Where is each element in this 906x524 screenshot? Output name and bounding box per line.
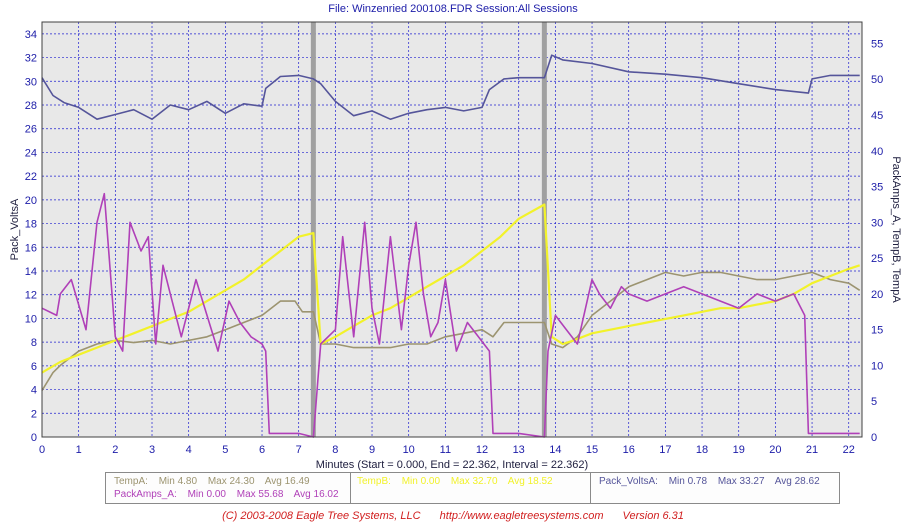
x-tick-label: 22: [843, 444, 855, 456]
y-left-tick-label: 14: [25, 266, 37, 278]
x-tick-label: 16: [623, 444, 635, 456]
footer-copyright: (C) 2003-2008 Eagle Tree Systems, LLC: [222, 510, 421, 522]
x-tick-label: 7: [296, 444, 302, 456]
legend-pack-amps-max: Max 55.68: [236, 489, 284, 500]
x-tick-label: 10: [403, 444, 415, 456]
x-tick-label: 0: [39, 444, 45, 456]
plot-frame: [41, 21, 863, 438]
y-left-tick-label: 34: [25, 29, 37, 41]
legend-temp-b-max: Max 32.70: [450, 476, 498, 487]
x-axis-label: Minutes (Start = 0.000, End = 22.362, In…: [316, 459, 588, 471]
y-left-tick-label: 10: [25, 313, 37, 325]
series-lines: [41, 54, 861, 438]
y-axis-label-left: Pack_VoltsA: [9, 198, 21, 260]
x-tick-label: 1: [76, 444, 82, 456]
x-tick-label: 6: [259, 444, 265, 456]
y-right-tick-label: 5: [871, 396, 877, 408]
x-tick-labels: 0 1 2 3 4 5 6 7 8 9 10 11 12 13 14 15 16 17 18 19 20 21 22: [39, 444, 855, 456]
legend-pack-amps-name: PackAmps_A:: [114, 489, 177, 500]
x-tick-label: 18: [696, 444, 708, 456]
x-tick-label: 11: [440, 444, 451, 456]
footer-url[interactable]: http://www.eagletreesystems.com: [439, 510, 604, 522]
footer-version: Version 6.31: [622, 510, 684, 522]
y-left-tick-label: 6: [31, 361, 37, 373]
y-right-tick-label: 40: [871, 146, 883, 158]
y-left-tick-label: 32: [25, 53, 37, 65]
y-left-tick-label: 30: [25, 76, 37, 88]
y-left-tick-label: 0: [31, 432, 37, 444]
series-line-packamps-a: [41, 192, 860, 438]
y-left-tick-label: 22: [25, 171, 37, 183]
y-right-tick-label: 25: [871, 253, 883, 265]
x-tick-label: 5: [222, 444, 228, 456]
y-right-tick-label: 10: [871, 360, 883, 372]
y-right-tick-label: 0: [871, 432, 877, 444]
x-tick-label: 3: [149, 444, 155, 456]
legend-temp-amps: TempA: Min 4.80 Max 24.30 Avg 16.49 Pack…: [105, 472, 352, 504]
x-tick-label: 8: [332, 444, 338, 456]
y-right-tick-label: 35: [871, 182, 883, 194]
series-line-pack-voltsa: [41, 54, 860, 120]
series-line-tempb: [41, 203, 861, 374]
x-tick-label: 14: [549, 444, 561, 456]
y-right-tick-label: 50: [871, 74, 883, 86]
x-tick-label: 21: [806, 444, 818, 456]
legend-pack-amps-avg: Avg 16.02: [293, 489, 339, 500]
legend-pack-amps: PackAmps_A: Min 0.00 Max 55.68 Avg 16.02: [114, 489, 347, 500]
y-left-tick-label: 2: [31, 408, 37, 420]
legend-pack-volts-name: Pack_VoltsA:: [599, 476, 658, 487]
y-right-tick-label: 55: [871, 38, 883, 50]
y-right-tick-label: 20: [871, 289, 883, 301]
x-tick-label: 9: [369, 444, 375, 456]
legend-pack-volts-min: Min 0.78: [668, 476, 708, 487]
session-separators: [310, 22, 547, 437]
x-tick-label: 12: [476, 444, 488, 456]
y-left-tick-label: 12: [25, 290, 37, 302]
legend-volts-box: Pack_VoltsA: Min 0.78 Max 33.27 Avg 28.6…: [590, 472, 840, 504]
legend-pack-volts-avg: Avg 28.62: [774, 476, 820, 487]
y-left-tick-label: 26: [25, 124, 37, 136]
y-left-tick-label: 4: [31, 385, 37, 397]
y-left-tick-label: 24: [25, 147, 37, 159]
chart-title: File: Winzenried 200108.FDR Session:All …: [328, 3, 578, 15]
footer: (C) 2003-2008 Eagle Tree Systems, LLC ht…: [0, 510, 906, 522]
x-tick-label: 4: [186, 444, 192, 456]
legend-temp-b: TempB: Min 0.00 Max 32.70 Avg 18.52: [357, 476, 561, 487]
y-right-tick-label: 15: [871, 325, 883, 337]
legend-temp-a-min: Min 4.80: [158, 476, 198, 487]
plot-background: [42, 22, 862, 437]
y-axis-label-right: PackAmps_A, TempB, TempA: [890, 156, 902, 303]
x-tick-label: 17: [659, 444, 671, 456]
legend-temp-a-avg: Avg 16.49: [264, 476, 310, 487]
legend-temp-a: TempA: Min 4.80 Max 24.30 Avg 16.49: [114, 476, 318, 487]
legend-temp-a-max: Max 24.30: [207, 476, 255, 487]
y-left-tick-label: 16: [25, 242, 37, 254]
y-left-tick-label: 20: [25, 195, 37, 207]
y-left-tick-label: 18: [25, 219, 37, 231]
y-right-tick-label: 45: [871, 110, 883, 122]
legend-temp-b-name: TempB:: [357, 476, 391, 487]
legend-temp-b-avg: Avg 18.52: [507, 476, 553, 487]
x-tick-label: 19: [733, 444, 745, 456]
legend-pack-amps-min: Min 0.00: [187, 489, 226, 500]
y-right-tick-label: 30: [871, 217, 883, 229]
x-tick-label: 20: [769, 444, 781, 456]
y-left-tick-label: 28: [25, 100, 37, 112]
series-line-tempa: [41, 271, 861, 391]
x-tick-label: 2: [112, 444, 118, 456]
y-left-tick-label: 8: [31, 337, 37, 349]
legend-pack-volts: Pack_VoltsA: Min 0.78 Max 33.27 Avg 28.6…: [599, 476, 828, 487]
legend-pack-volts-max: Max 33.27: [717, 476, 765, 487]
legend-temp-b-box: TempB: Min 0.00 Max 32.70 Avg 18.52: [350, 472, 592, 504]
x-tick-label: 15: [586, 444, 598, 456]
x-tick-label: 13: [513, 444, 525, 456]
legend-temp-a-name: TempA:: [114, 476, 148, 487]
legend-temp-b-min: Min 0.00: [401, 476, 441, 487]
y-right-tick-labels: 0 5 10 15 20 25 30 35 40 45 50 55: [871, 38, 883, 444]
